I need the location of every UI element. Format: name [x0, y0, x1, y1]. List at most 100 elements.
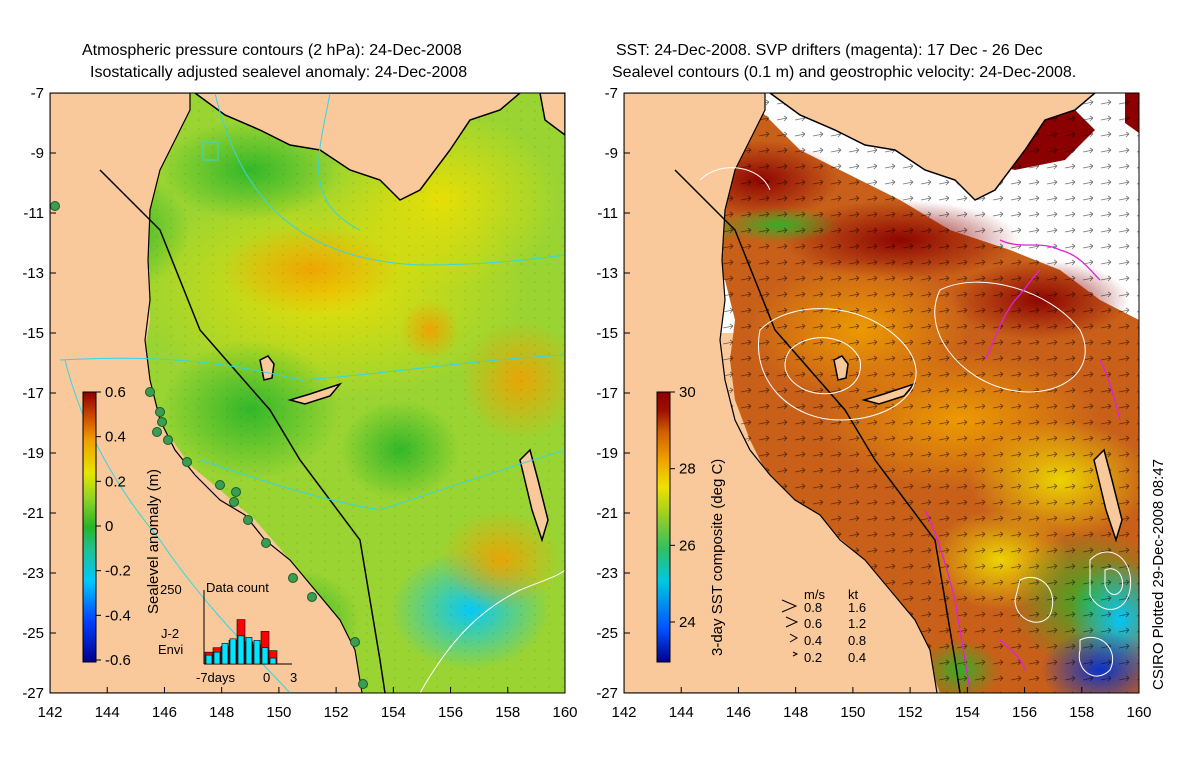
- left-y-tick: -27: [22, 685, 44, 702]
- left-title-line2: Isostatically adjusted sealevel anomaly:…: [90, 64, 468, 81]
- colorbar-tick: 26: [679, 537, 696, 554]
- histogram-bar-envi: [269, 657, 277, 665]
- right-map: [624, 93, 1139, 693]
- legend-envi: Envi: [158, 642, 183, 657]
- velocity-row4-kt: 0.4: [848, 650, 866, 665]
- left-colorbar-ticks: 0.6 0.4 0.2 0 -0.2 -0.4 -0.6: [96, 384, 131, 669]
- left-x-tick: 154: [381, 704, 406, 721]
- left-x-tick: 150: [266, 704, 291, 721]
- right-y-tick: -11: [597, 205, 618, 222]
- colorbar-tick: 0.6: [105, 384, 126, 401]
- histogram-xlabel-start: -7days: [196, 670, 236, 685]
- right-y-axis: -7 -9 -11 -13 -15 -17 -19 -21 -23 -25 -27: [596, 85, 630, 702]
- histogram-title: Data count: [206, 580, 269, 595]
- colorbar-tick: 24: [679, 614, 696, 631]
- histogram-bar-envi: [245, 637, 253, 665]
- right-x-tick: 142: [611, 704, 636, 721]
- colorbar-tick: 30: [679, 384, 696, 401]
- colorbar-tick: -0.4: [105, 607, 131, 624]
- histogram-bar-envi: [221, 642, 229, 665]
- left-x-tick: 160: [552, 704, 577, 721]
- tide-gauge-markers: [50, 201, 368, 689]
- left-y-tick: -17: [22, 385, 44, 402]
- left-map: [50, 93, 565, 693]
- histogram-bar-envi: [261, 647, 269, 665]
- velocity-legend: m/s kt 0.8 1.6 0.6 1.2 0.4 0.8 0.2 0.4: [781, 587, 866, 665]
- right-y-tick: -21: [596, 505, 618, 522]
- left-x-tick: 148: [209, 704, 234, 721]
- right-y-tick: -17: [596, 385, 618, 402]
- right-colorbar: [656, 391, 671, 663]
- credit-text: CSIRO Plotted 29-Dec-2008 08:47: [1150, 459, 1167, 690]
- right-y-tick: -27: [596, 685, 618, 702]
- colorbar-tick: 0.2: [105, 473, 126, 490]
- right-y-tick: -25: [596, 625, 618, 642]
- right-colorbar-ticks: 30 28 26 24: [670, 384, 696, 631]
- velocity-row3-ms: 0.4: [804, 633, 822, 648]
- left-y-tick: -25: [22, 625, 44, 642]
- histogram-xlabel-zero: 0: [263, 670, 270, 685]
- left-y-tick: -21: [22, 505, 44, 522]
- png-coastline: [193, 93, 522, 201]
- colorbar-tick: 0: [105, 518, 113, 535]
- right-x-tick: 158: [1069, 704, 1094, 721]
- data-count-histogram: 250 Data count -7days 0 3 J-2 Envi: [158, 580, 297, 685]
- velocity-header-kt: kt: [848, 587, 859, 602]
- histogram-bar-envi: [205, 654, 213, 665]
- histogram-bar-envi: [253, 640, 261, 665]
- right-y-tick: -19: [596, 445, 618, 462]
- right-y-tick: -15: [596, 325, 618, 342]
- histogram-bar-envi: [229, 638, 237, 665]
- right-x-tick: 150: [840, 704, 865, 721]
- histogram-bar-envi: [213, 651, 221, 665]
- velocity-row3-kt: 0.8: [848, 633, 866, 648]
- right-title-line1: SST: 24-Dec-2008. SVP drifters (magenta)…: [616, 42, 1043, 59]
- left-colorbar: [82, 391, 97, 663]
- right-y-tick: -7: [605, 85, 618, 102]
- australia-coastline: [50, 93, 363, 693]
- left-x-axis: 142 144 146 148 150 152 154 156 158 160: [37, 687, 578, 721]
- right-y-tick: -13: [596, 265, 618, 282]
- left-x-tick: 158: [495, 704, 520, 721]
- velocity-header-ms: m/s: [804, 587, 825, 602]
- right-x-tick: 154: [955, 704, 980, 721]
- svp-drifter-tracks: [924, 239, 1121, 691]
- legend-j2: J-2: [161, 626, 179, 641]
- left-y-tick: -9: [31, 145, 44, 162]
- right-x-tick: 156: [1012, 704, 1037, 721]
- velocity-row1-ms: 0.8: [804, 600, 822, 615]
- left-y-tick: -11: [23, 205, 44, 222]
- velocity-row4-ms: 0.2: [804, 650, 822, 665]
- left-title-line1: Atmospheric pressure contours (2 hPa): 2…: [82, 42, 462, 59]
- right-x-axis: 142 144 146 148 150 152 154 156 158 160: [611, 687, 1152, 721]
- left-x-tick: 156: [438, 704, 463, 721]
- histogram-max-label: 250: [160, 582, 182, 597]
- colorbar-tick: 28: [679, 461, 696, 478]
- velocity-row2-ms: 0.6: [804, 616, 822, 631]
- right-x-tick: 146: [726, 704, 751, 721]
- left-x-tick: 146: [152, 704, 177, 721]
- left-x-tick: 142: [37, 704, 62, 721]
- sealevel-contours: [699, 167, 1132, 677]
- colorbar-tick: 0.4: [105, 429, 126, 446]
- right-x-tick: 148: [783, 704, 808, 721]
- velocity-row1-kt: 1.6: [848, 600, 866, 615]
- left-y-tick: -15: [22, 325, 44, 342]
- right-y-tick: -9: [605, 145, 618, 162]
- left-x-tick: 144: [95, 704, 120, 721]
- colorbar-tick: -0.2: [105, 563, 131, 580]
- velocity-row2-kt: 1.2: [848, 616, 866, 631]
- left-x-tick: 152: [324, 704, 349, 721]
- right-x-tick: 152: [898, 704, 923, 721]
- left-y-tick: -23: [22, 565, 44, 582]
- left-y-tick: -7: [31, 85, 44, 102]
- left-y-tick: -19: [22, 445, 44, 462]
- histogram-xlabel-end: 3: [290, 670, 297, 685]
- left-colorbar-label: Sealevel anomaly (m): [145, 469, 162, 614]
- right-x-tick: 160: [1126, 704, 1151, 721]
- right-x-tick: 144: [669, 704, 694, 721]
- colorbar-tick: -0.6: [105, 652, 131, 669]
- left-y-tick: -13: [22, 265, 44, 282]
- right-y-tick: -23: [596, 565, 618, 582]
